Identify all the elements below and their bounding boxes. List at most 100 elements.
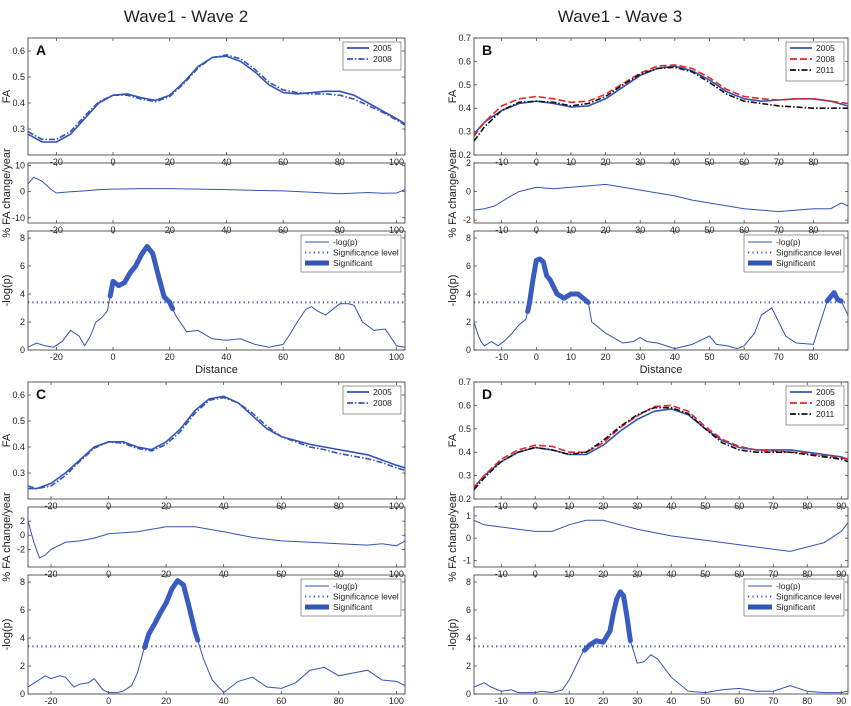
- x-tick-label: 20: [165, 225, 175, 235]
- y-tick-label: 2: [466, 317, 471, 327]
- x-tick-label: 20: [598, 696, 608, 706]
- x-tick-label: 90: [836, 696, 846, 706]
- y-tick-label: 1: [466, 511, 471, 521]
- change-series: [474, 183, 848, 213]
- x-tick-label: 50: [704, 225, 714, 235]
- y-tick-label: 0.3: [12, 468, 25, 478]
- y-tick-label: 4: [466, 633, 471, 643]
- x-tick-label: 30: [632, 569, 642, 579]
- y-axis-label: % FA change/year: [447, 492, 459, 582]
- x-tick-label: 20: [161, 696, 171, 706]
- y-axis-label: % FA change/year: [1, 492, 13, 582]
- y-tick-label: 8: [466, 577, 471, 587]
- x-tick-label: 10: [566, 225, 576, 235]
- x-tick-label: 20: [601, 157, 611, 167]
- x-tick-label: 60: [276, 696, 286, 706]
- x-tick-label: 30: [635, 157, 645, 167]
- x-tick-label: 60: [276, 569, 286, 579]
- x-tick-label: 50: [704, 352, 714, 362]
- x-tick-label: 0: [533, 501, 538, 511]
- x-axis-label: Distance: [640, 364, 683, 376]
- legend-box: [743, 234, 845, 273]
- x-tick-label: 20: [598, 569, 608, 579]
- x-tick-label: 90: [836, 569, 846, 579]
- plot-area: [474, 589, 848, 694]
- x-tick-label: 50: [700, 696, 710, 706]
- x-tick-label: 100: [389, 696, 404, 706]
- plot-area: [28, 395, 405, 490]
- y-tick-label: 2: [466, 661, 471, 671]
- x-tick-label: 20: [161, 569, 171, 579]
- panel-D: 0.20.30.40.50.60.7-10 0 10 20 30 40 50 60 70 80 90…: [447, 377, 849, 706]
- y-tick-label: 6: [466, 605, 471, 615]
- y-tick-label: 0: [20, 530, 25, 540]
- panel-letter: B: [482, 42, 492, 58]
- plot-area: [28, 578, 405, 694]
- x-tick-label: 70: [774, 157, 784, 167]
- legend-box: [342, 41, 402, 71]
- y-tick-label: 0.4: [12, 98, 25, 108]
- y-tick-label: 0.2: [458, 150, 471, 160]
- legend-label: 2011: [816, 65, 835, 75]
- logp-series: [474, 258, 848, 350]
- y-tick-label: 2: [466, 158, 471, 168]
- x-tick-label: 10: [564, 501, 574, 511]
- x-tick-label: 0: [534, 157, 539, 167]
- legend-label: Significant: [776, 602, 816, 612]
- y-tick-label: 10: [15, 161, 25, 171]
- y-tick-label: -1: [463, 555, 471, 565]
- x-tick-label: 30: [632, 696, 642, 706]
- y-tick-label: 2: [20, 516, 25, 526]
- y-tick-label: 0.3: [458, 127, 471, 137]
- y-axis-label: % FA change/year: [1, 148, 13, 238]
- fa-series-2008: [28, 54, 405, 141]
- fa-series-2008: [474, 64, 848, 137]
- axes-frame: [27, 230, 406, 351]
- x-tick-label: 70: [768, 569, 778, 579]
- y-tick-label: 0.5: [12, 72, 25, 82]
- x-tick-label: 40: [221, 157, 231, 167]
- y-tick-label: -10: [12, 213, 25, 223]
- x-tick-label: 60: [278, 225, 288, 235]
- y-tick-label: 0: [466, 533, 471, 543]
- subplot-change: -10 0 10 -20 0 20 40 60 80 100 % FA change/year: [1, 148, 406, 238]
- x-tick-label: 100: [389, 225, 404, 235]
- legend-box: [300, 234, 402, 273]
- y-tick-label: 6: [20, 605, 25, 615]
- x-tick-label: 0: [106, 569, 111, 579]
- legend-label: 2008: [816, 398, 835, 408]
- y-tick-label: 0: [20, 187, 25, 197]
- x-tick-label: 0: [534, 352, 539, 362]
- column-title-left: Wave1 - Wave 2: [124, 7, 248, 26]
- significant-segment: [824, 290, 844, 304]
- x-tick-label: 10: [566, 157, 576, 167]
- plot-area: [28, 176, 405, 195]
- y-tick-label: 8: [20, 577, 25, 587]
- y-tick-label: 0: [466, 345, 471, 355]
- y-tick-label: 0.3: [12, 124, 25, 134]
- x-tick-label: 80: [808, 225, 818, 235]
- x-tick-label: -10: [495, 225, 508, 235]
- x-tick-label: 40: [670, 352, 680, 362]
- fa-series-2005: [28, 395, 405, 490]
- x-tick-label: 20: [598, 501, 608, 511]
- x-tick-label: 60: [278, 157, 288, 167]
- legend-label: Significance level: [333, 248, 399, 258]
- legend-label: Significance level: [333, 592, 399, 602]
- legend-label: Significant: [333, 258, 373, 268]
- x-tick-label: 20: [601, 352, 611, 362]
- x-tick-label: 80: [335, 225, 345, 235]
- y-tick-label: 2: [20, 317, 25, 327]
- x-tick-label: -20: [50, 352, 63, 362]
- legend-label: -log(p): [333, 581, 358, 591]
- x-tick-label: 80: [808, 157, 818, 167]
- x-tick-label: 0: [106, 501, 111, 511]
- legend-label: 2005: [373, 387, 392, 397]
- significant-segment: [582, 589, 633, 653]
- x-tick-label: 70: [774, 225, 784, 235]
- legend-box: [342, 385, 402, 415]
- y-tick-label: 0: [20, 689, 25, 699]
